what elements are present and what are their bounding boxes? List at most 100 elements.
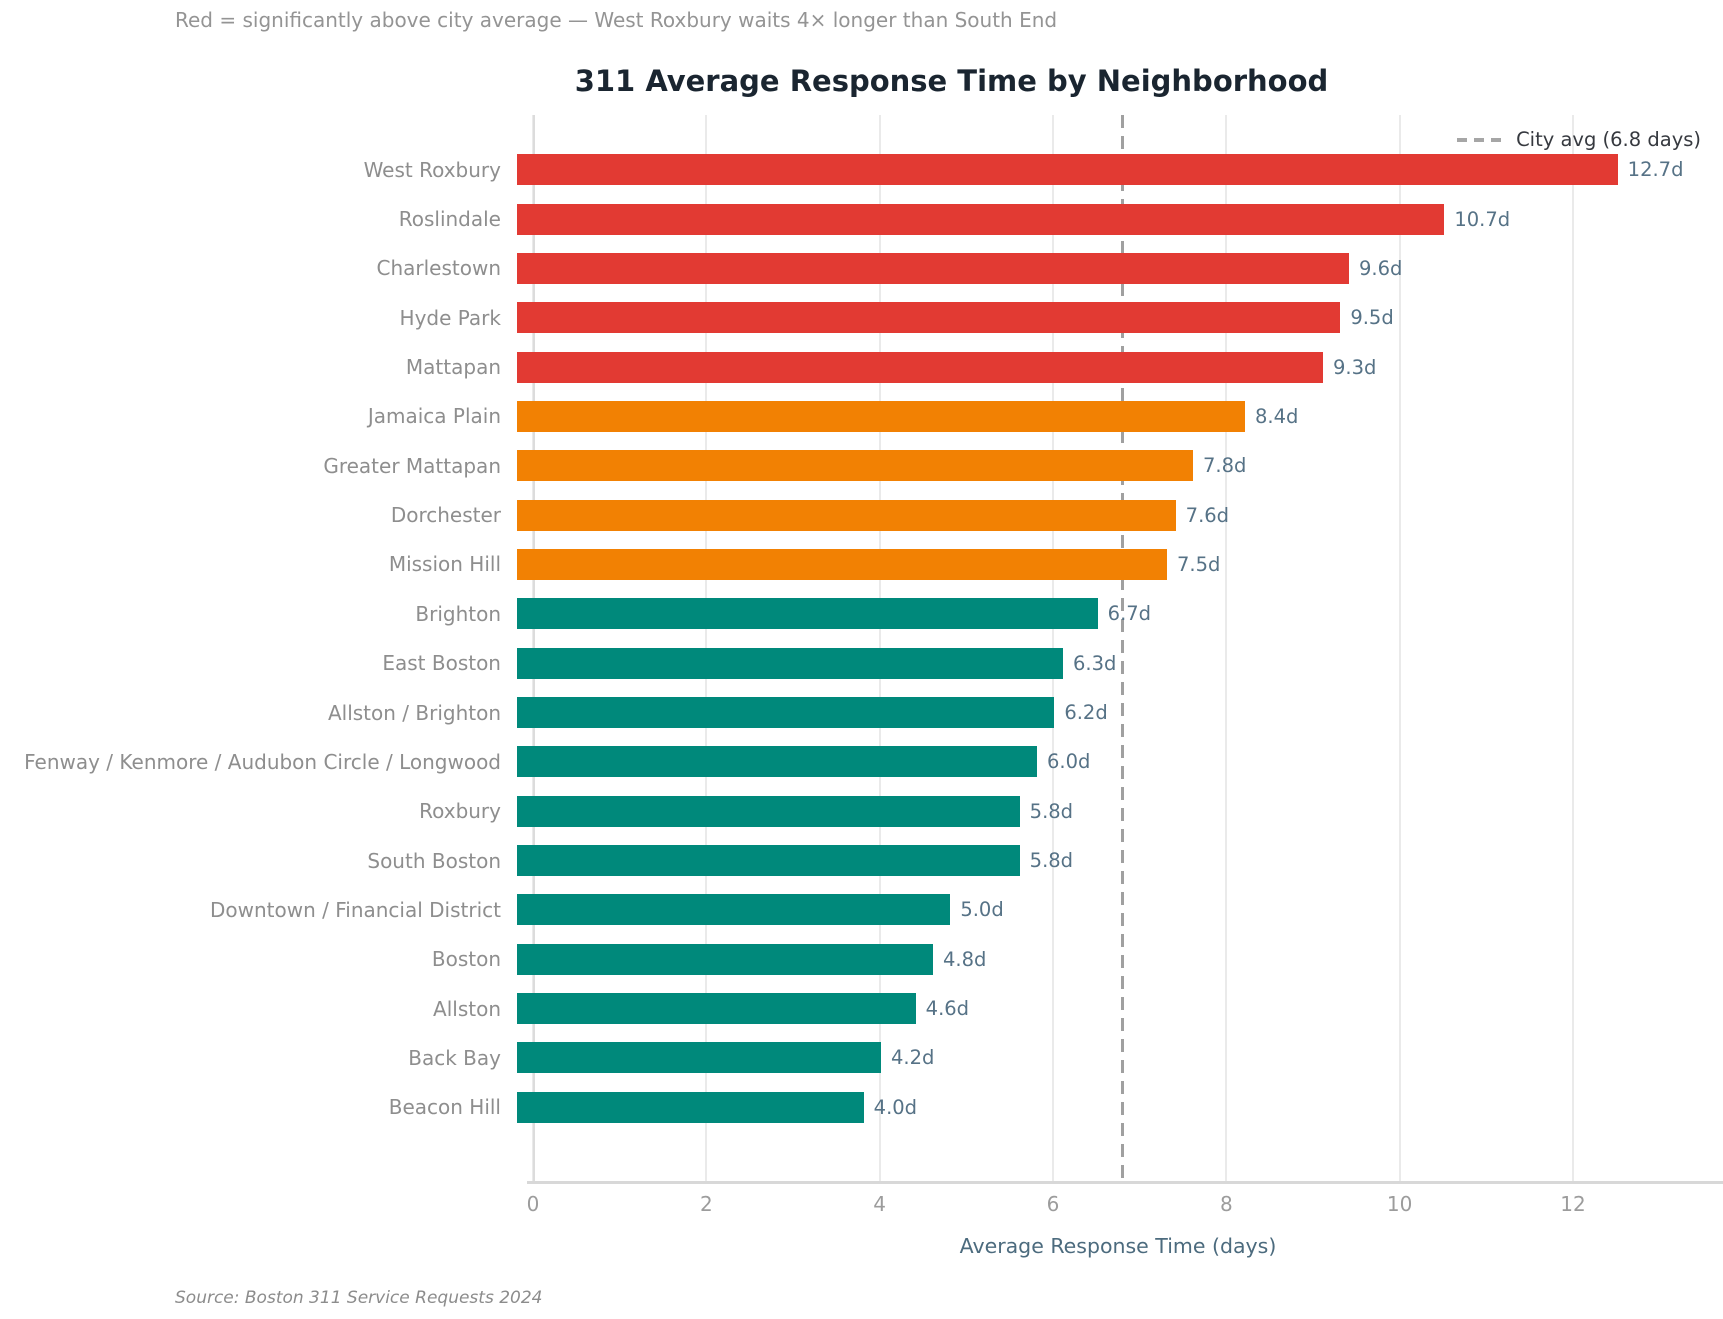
- bar: [517, 647, 1063, 679]
- bar-row: Roxbury 5.8d: [0, 787, 1723, 836]
- value-label: 5.8d: [1029, 849, 1074, 873]
- x-axis-spine: [527, 1181, 1723, 1184]
- x-axis-label: Average Response Time (days): [959, 1234, 1277, 1258]
- x-tick-label: 0: [526, 1192, 540, 1216]
- category-label: Mattapan: [405, 355, 501, 380]
- bar-row: Allston / Brighton 6.2d: [0, 688, 1723, 737]
- bar-row: Boston 4.8d: [0, 935, 1723, 984]
- category-label: Dorchester: [390, 503, 501, 528]
- category-label: Downtown / Financial District: [209, 897, 501, 922]
- x-tick-label: 2: [699, 1192, 713, 1216]
- bar-row: South Boston 5.8d: [0, 836, 1723, 885]
- bar-row: Jamaica Plain 8.4d: [0, 392, 1723, 441]
- category-label: Mission Hill: [388, 552, 501, 577]
- value-label: 7.8d: [1203, 454, 1247, 478]
- bar: [517, 598, 1098, 630]
- value-label: 6.2d: [1064, 701, 1108, 725]
- x-tick-label: 12: [1560, 1192, 1586, 1216]
- legend: City avg (6.8 days): [1457, 128, 1701, 151]
- bar-row: Mattapan 9.3d: [0, 342, 1723, 391]
- city-average-reference-line: [1121, 115, 1125, 1182]
- dashed-line-icon: [1457, 137, 1504, 142]
- bar: [517, 252, 1349, 284]
- gridline-x-12: [1572, 115, 1574, 1182]
- bar: [517, 845, 1020, 877]
- category-label: Beacon Hill: [388, 1095, 501, 1120]
- category-label: Jamaica Plain: [367, 404, 501, 429]
- category-label: Allston / Brighton: [327, 700, 501, 725]
- category-label: East Boston: [382, 651, 501, 676]
- bar: [517, 548, 1167, 580]
- x-tick-label: 4: [873, 1192, 887, 1216]
- bar-row: East Boston 6.3d: [0, 639, 1723, 688]
- bar: [517, 1091, 864, 1123]
- value-label: 12.7d: [1627, 158, 1684, 182]
- bar-row: Beacon Hill 4.0d: [0, 1083, 1723, 1132]
- bar: [517, 154, 1618, 186]
- bar: [517, 203, 1445, 235]
- x-tick-label: 8: [1219, 1192, 1233, 1216]
- bar-row: Fenway / Kenmore / Audubon Circle / Long…: [0, 737, 1723, 786]
- value-label: 9.6d: [1359, 256, 1403, 280]
- bar: [517, 1042, 881, 1074]
- value-label: 4.6d: [925, 997, 970, 1021]
- bar-row: West Roxbury 12.7d: [0, 145, 1723, 194]
- value-label: 7.5d: [1177, 552, 1221, 576]
- category-label: Brighton: [415, 601, 501, 626]
- bar: [517, 499, 1176, 531]
- bar-row: Brighton 6.7d: [0, 589, 1723, 638]
- bar-row: Downtown / Financial District 5.0d: [0, 885, 1723, 934]
- bar: [517, 450, 1193, 482]
- bar-row: Dorchester 7.6d: [0, 490, 1723, 539]
- value-label: 10.7d: [1454, 207, 1511, 231]
- x-tick-label: 10: [1386, 1192, 1413, 1216]
- bar-row: Roslindale 10.7d: [0, 194, 1723, 243]
- bar-row: Greater Mattapan 7.8d: [0, 441, 1723, 490]
- category-label: South Boston: [367, 848, 501, 873]
- bar: [517, 894, 951, 926]
- category-label: West Roxbury: [363, 157, 501, 182]
- value-label: 6.7d: [1107, 602, 1152, 626]
- bar: [517, 302, 1341, 334]
- gridline-x-10: [1398, 115, 1401, 1182]
- category-label: Roxbury: [419, 799, 501, 824]
- bar: [517, 400, 1245, 432]
- bar: [517, 697, 1055, 729]
- category-label: Back Bay: [408, 1045, 501, 1070]
- bar-row: Charlestown 9.6d: [0, 244, 1723, 293]
- bar-row: Back Bay 4.2d: [0, 1033, 1723, 1082]
- value-label: 9.3d: [1333, 355, 1377, 379]
- category-label: Boston: [431, 947, 501, 972]
- bar-row: Hyde Park 9.5d: [0, 293, 1723, 342]
- page-title: 311 Average Response Time by Neighborhoo…: [574, 64, 1329, 98]
- value-label: 4.0d: [873, 1095, 918, 1119]
- category-label: Roslindale: [398, 207, 501, 232]
- category-label: Greater Mattapan: [323, 453, 501, 478]
- bar-row: Mission Hill 7.5d: [0, 540, 1723, 589]
- value-label: 9.5d: [1350, 306, 1394, 330]
- value-label: 5.0d: [960, 898, 1004, 922]
- value-label: 8.4d: [1255, 404, 1299, 428]
- x-tick-label: 6: [1046, 1192, 1060, 1216]
- value-label: 4.8d: [943, 947, 987, 971]
- bar: [517, 746, 1037, 778]
- category-label: Hyde Park: [399, 305, 501, 330]
- category-label: Allston: [433, 996, 501, 1021]
- chart-subtitle: Red = significantly above city average —…: [175, 8, 1058, 32]
- legend-label: City avg (6.8 days): [1516, 128, 1701, 151]
- bar: [517, 795, 1020, 827]
- gridline-x-8: [1225, 115, 1228, 1182]
- category-label: Charlestown: [376, 256, 501, 281]
- value-label: 6.3d: [1073, 651, 1117, 675]
- bar-row: Allston 4.6d: [0, 984, 1723, 1033]
- source-note: Source: Boston 311 Service Requests 2024: [175, 1288, 543, 1308]
- category-label: Fenway / Kenmore / Audubon Circle / Long…: [24, 749, 501, 774]
- bar: [517, 351, 1323, 383]
- bar: [517, 943, 933, 975]
- bar: [517, 993, 916, 1025]
- value-label: 6.0d: [1047, 750, 1091, 774]
- value-label: 5.8d: [1029, 799, 1074, 823]
- value-label: 4.2d: [891, 1046, 935, 1070]
- value-label: 7.6d: [1185, 503, 1230, 527]
